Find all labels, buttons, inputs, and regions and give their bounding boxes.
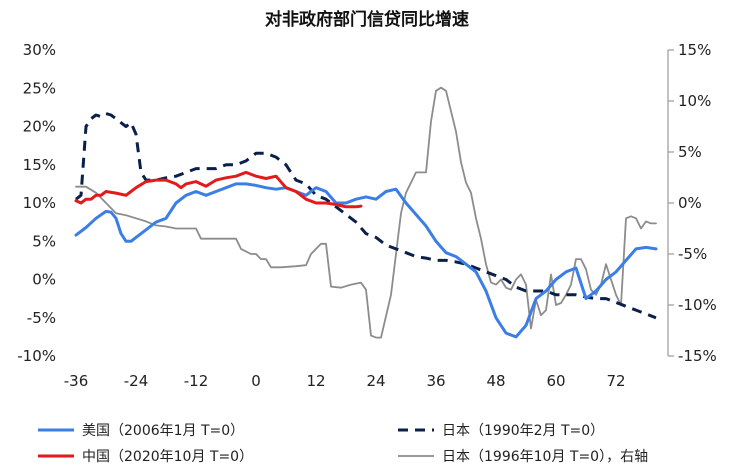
legend-label-1: 日本（1990年2月 T=0）: [442, 423, 604, 439]
y-left-tick-label: 30%: [23, 41, 56, 59]
y-left-tick-label: 25%: [23, 79, 56, 97]
y-left-tick-label: 5%: [32, 232, 56, 250]
y-right-tick-label: 10%: [678, 92, 711, 110]
axes: -10% -5% 0% 5% 10% 15% 20% 25% 30% -15% -10% -5% 0% 5…: [17, 41, 717, 390]
y-right-tick-label: 15%: [678, 41, 711, 59]
x-tick-label: -36: [64, 372, 89, 390]
chart-title: 对非政府部门信贷同比增速: [265, 9, 469, 30]
series-line-0: [74, 182, 658, 339]
y-left-tick-label: 15%: [23, 156, 56, 174]
x-tick-label: 60: [546, 372, 565, 390]
x-tick-label: 72: [606, 372, 625, 390]
y-left-tick-label: 10%: [23, 194, 56, 212]
legend-label-0: 美国（2006年1月 T=0）: [82, 423, 244, 439]
y-right-tick-label: -15%: [678, 347, 717, 365]
x-tick-label: 24: [366, 372, 385, 390]
x-tick-label: -24: [124, 372, 149, 390]
y-right-tick-label: 0%: [678, 194, 702, 212]
y-left-tick-label: -5%: [27, 309, 56, 327]
y-right-tick-label: -10%: [678, 296, 717, 314]
legend: 美国（2006年1月 T=0） 日本（1990年2月 T=0） 中国（2020年10…: [38, 423, 648, 465]
legend-label-3: 日本（1996年10月 T=0），右轴: [442, 449, 648, 465]
x-tick-label: 36: [426, 372, 445, 390]
series-line-2: [74, 170, 363, 209]
y-right-tick-label: -5%: [678, 245, 707, 263]
legend-label-2: 中国（2020年10月 T=0）: [82, 449, 253, 465]
y-left-tick-label: -10%: [17, 347, 56, 365]
x-tick-label: 48: [486, 372, 505, 390]
x-tick-label: 12: [306, 372, 325, 390]
x-tick-label: -12: [184, 372, 209, 390]
y-left-tick-label: 0%: [32, 271, 56, 289]
series-line-3: [75, 86, 657, 339]
y-right-tick-label: 5%: [678, 143, 702, 161]
series-layer: [74, 86, 658, 339]
x-tick-label: 0: [251, 372, 261, 390]
y-left-tick-label: 20%: [23, 118, 56, 136]
